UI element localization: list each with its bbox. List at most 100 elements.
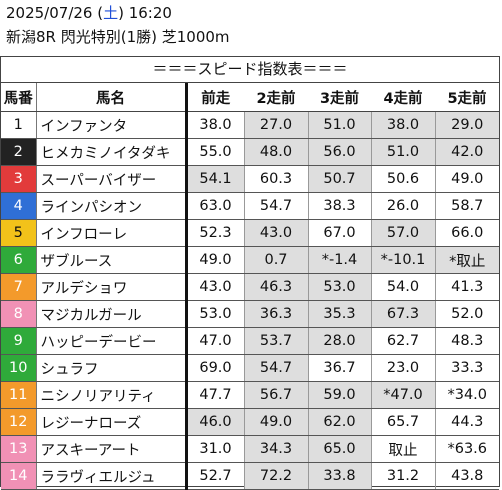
speed-index-cell: 65.7	[371, 408, 436, 436]
speed-index-cell: 44.3	[435, 408, 499, 436]
speed-index-cell: 41.3	[435, 273, 499, 301]
speed-index-cell: *47.0	[371, 381, 436, 409]
speed-index-cell: 58.7	[435, 192, 499, 220]
col-header-3ago: 3走前	[308, 83, 371, 112]
speed-index-cell: 54.0	[371, 273, 436, 301]
race-header: 2025/07/26 (土) 16:20 新潟8R 閃光特別(1勝) 芝1000…	[0, 0, 502, 56]
speed-index-cell: 51.0	[308, 111, 372, 139]
speed-index-cell: 52.3	[186, 219, 245, 247]
table-row: 6 ザブルース 49.0 0.7 *-1.4 *-10.1 *取止	[1, 246, 499, 274]
speed-index-cell: 31.0	[186, 435, 245, 463]
horse-name: アスキーアート	[36, 435, 188, 463]
speed-index-cell: 33.8	[308, 462, 372, 490]
speed-index-cell: 54.7	[244, 354, 309, 382]
horse-name: ラインパシオン	[36, 192, 188, 220]
speed-index-cell: 27.0	[244, 111, 309, 139]
table-row: 12 レジーナローズ 46.0 49.0 62.0 65.7 44.3	[1, 408, 499, 436]
horse-number: 9	[1, 327, 37, 355]
speed-index-cell: 26.0	[371, 192, 436, 220]
col-header-number: 馬番	[1, 83, 37, 112]
speed-index-cell: 48.0	[244, 138, 309, 166]
date-text: 2025/07/26 (	[6, 4, 104, 22]
speed-index-cell: 53.0	[308, 273, 372, 301]
col-header-2ago: 2走前	[244, 83, 308, 112]
table-row: 5 インフローレ 52.3 43.0 67.0 57.0 66.0	[1, 219, 499, 247]
speed-index-cell: 47.7	[186, 381, 245, 409]
speed-index-cell: 72.2	[244, 462, 309, 490]
speed-index-cell: 67.3	[371, 300, 436, 328]
table-row: 14 ララヴィエルジュ 52.7 72.2 33.8 31.2 43.8	[1, 462, 499, 490]
speed-index-cell: 46.3	[244, 273, 309, 301]
horse-name: ヒメカミノイタダキ	[36, 138, 188, 166]
horse-number: 6	[1, 246, 37, 274]
horse-number: 1	[1, 111, 37, 139]
speed-index-table: 馬番 馬名 前走 2走前 3走前 4走前 5走前 1 インファンタ 38.0 27.0…	[1, 83, 499, 490]
table-row: 8 マジカルガール 53.0 36.3 35.3 67.3 52.0	[1, 300, 499, 328]
table-row: 3 スーパーバイザー 54.1 60.3 50.7 50.6 49.0	[1, 165, 499, 193]
horse-number: 10	[1, 354, 37, 382]
speed-index-cell: 43.0	[244, 219, 309, 247]
speed-index-cell: 46.0	[186, 408, 245, 436]
speed-index-cell: 28.0	[308, 327, 372, 355]
speed-index-cell: 42.0	[435, 138, 499, 166]
speed-index-cell: 60.3	[244, 165, 309, 193]
speed-index-cell: 34.3	[244, 435, 309, 463]
horse-name: マジカルガール	[36, 300, 188, 328]
horse-number: 14	[1, 462, 37, 490]
speed-index-cell: 取止	[371, 435, 436, 463]
table-row: 4 ラインパシオン 63.0 54.7 38.3 26.0 58.7	[1, 192, 499, 220]
table-row: 9 ハッピーデービー 47.0 53.7 28.0 62.7 48.3	[1, 327, 499, 355]
horse-number: 8	[1, 300, 37, 328]
weekday-text: 土	[103, 4, 119, 22]
horse-name: ニシノリアリティ	[36, 381, 188, 409]
speed-index-cell: 62.0	[308, 408, 372, 436]
col-header-last: 前走	[186, 83, 244, 112]
table-row: 7 アルデショワ 43.0 46.3 53.0 54.0 41.3	[1, 273, 499, 301]
horse-number: 2	[1, 138, 37, 166]
speed-index-cell: *63.6	[435, 435, 499, 463]
horse-number: 7	[1, 273, 37, 301]
horse-name: スーパーバイザー	[36, 165, 188, 193]
header-row: 馬番 馬名 前走 2走前 3走前 4走前 5走前	[1, 83, 499, 112]
speed-index-cell: 56.7	[244, 381, 309, 409]
col-header-5ago: 5走前	[435, 83, 499, 112]
speed-index-cell: 67.0	[308, 219, 372, 247]
speed-index-cell: 35.3	[308, 300, 372, 328]
horse-name: インフローレ	[36, 219, 188, 247]
speed-index-cell: 52.7	[186, 462, 245, 490]
speed-index-cell: 33.3	[435, 354, 499, 382]
speed-index-cell: 57.0	[371, 219, 436, 247]
speed-index-cell: 65.0	[308, 435, 372, 463]
race-datetime: 2025/07/26 (土) 16:20	[6, 0, 502, 25]
horse-name: アルデショワ	[36, 273, 188, 301]
speed-index-cell: *取止	[435, 246, 499, 274]
table-row: 13 アスキーアート 31.0 34.3 65.0 取止 *63.6	[1, 435, 499, 463]
speed-index-cell: 0.7	[244, 246, 309, 274]
speed-index-cell: 43.8	[435, 462, 499, 490]
speed-index-cell: 62.7	[371, 327, 436, 355]
horse-name: レジーナローズ	[36, 408, 188, 436]
speed-index-cell: 69.0	[186, 354, 245, 382]
speed-index-cell: 38.0	[371, 111, 436, 139]
speed-index-cell: 54.7	[244, 192, 309, 220]
table-title: ＝＝＝スピード指数表＝＝＝	[1, 57, 499, 83]
speed-index-cell: 66.0	[435, 219, 499, 247]
speed-index-cell: 38.3	[308, 192, 372, 220]
race-info: 新潟8R 閃光特別(1勝) 芝1000m	[6, 28, 230, 46]
speed-index-cell: 31.2	[371, 462, 436, 490]
speed-index-cell: 50.7	[308, 165, 372, 193]
horse-name: シュラフ	[36, 354, 188, 382]
col-header-4ago: 4走前	[371, 83, 435, 112]
horse-number: 13	[1, 435, 37, 463]
speed-index-cell: 47.0	[186, 327, 245, 355]
horse-name: ザブルース	[36, 246, 188, 274]
table-row: 11 ニシノリアリティ 47.7 56.7 59.0 *47.0 *34.0	[1, 381, 499, 409]
speed-index-cell: 51.0	[371, 138, 436, 166]
speed-index-cell: 49.0	[435, 165, 499, 193]
table-row: 1 インファンタ 38.0 27.0 51.0 38.0 29.0	[1, 111, 499, 139]
speed-index-cell: 49.0	[186, 246, 245, 274]
speed-index-cell: *-10.1	[371, 246, 436, 274]
speed-index-cell: 56.0	[308, 138, 372, 166]
speed-index-cell: 59.0	[308, 381, 372, 409]
horse-name: インファンタ	[36, 111, 188, 139]
